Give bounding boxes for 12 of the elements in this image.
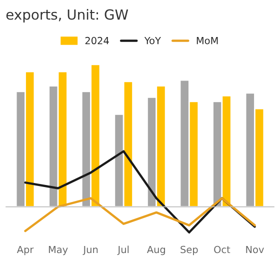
x-tick-label: Oct xyxy=(214,246,230,254)
x-tick-label: Aug xyxy=(146,246,165,256)
x-tick-label: Apr xyxy=(16,246,34,256)
legend-label: MoM xyxy=(196,37,218,44)
x-tick-label: Nov xyxy=(246,246,264,254)
x-tick-label: Jun xyxy=(82,246,98,255)
x-tick-label: Jul xyxy=(117,246,129,255)
legend-label: 2024 xyxy=(85,36,109,44)
chart-title: exports, Unit: GW xyxy=(6,9,128,22)
x-tick-label: Sep xyxy=(180,246,198,256)
x-tick-label: May xyxy=(48,246,68,256)
legend-label: YoY xyxy=(144,37,161,44)
